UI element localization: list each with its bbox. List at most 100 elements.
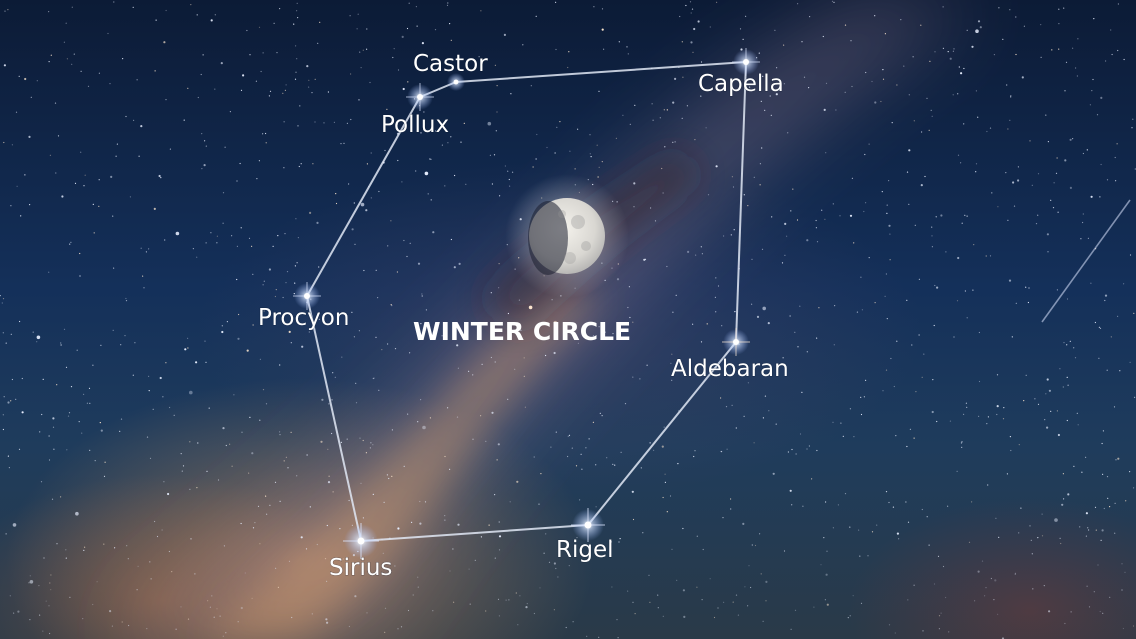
background-star — [48, 271, 50, 273]
background-star — [365, 452, 367, 454]
background-star — [417, 586, 419, 588]
background-star — [393, 48, 395, 50]
background-star — [628, 286, 631, 288]
background-star — [891, 122, 893, 124]
background-star — [400, 626, 403, 628]
background-star — [522, 44, 524, 46]
background-star — [1076, 412, 1078, 414]
background-star — [42, 378, 44, 380]
background-star — [581, 468, 583, 470]
background-star — [844, 24, 847, 26]
background-star — [1035, 223, 1038, 225]
background-star — [1104, 294, 1108, 297]
background-star — [978, 380, 981, 383]
background-star — [258, 26, 261, 28]
background-star — [987, 484, 989, 486]
background-star — [614, 464, 616, 466]
background-star — [833, 344, 835, 346]
background-star — [1057, 433, 1060, 437]
background-star — [295, 218, 297, 220]
background-star — [716, 88, 718, 90]
background-star — [825, 501, 827, 503]
background-star — [140, 125, 143, 128]
background-star — [454, 174, 456, 177]
background-star — [422, 54, 424, 56]
background-star — [743, 415, 745, 417]
background-star — [507, 312, 509, 315]
background-star — [675, 294, 677, 296]
background-star — [942, 47, 945, 50]
background-star — [1005, 172, 1007, 174]
background-star — [381, 349, 383, 351]
background-star — [363, 269, 365, 272]
background-star — [865, 71, 867, 74]
background-star — [366, 612, 368, 614]
background-star — [10, 333, 12, 335]
background-star — [1077, 38, 1079, 40]
background-star — [670, 362, 672, 364]
background-star — [519, 595, 521, 597]
background-star — [1015, 302, 1017, 304]
background-star — [565, 626, 567, 629]
background-star — [65, 22, 67, 24]
background-star — [350, 118, 352, 121]
background-star — [435, 130, 437, 132]
background-star — [1066, 344, 1068, 346]
background-star — [494, 557, 496, 559]
background-star — [109, 610, 112, 613]
background-star — [961, 222, 963, 224]
background-star — [0, 295, 1, 297]
background-star — [654, 220, 657, 222]
background-star — [1056, 157, 1058, 159]
background-star — [990, 577, 993, 580]
background-star — [372, 493, 374, 495]
background-star — [1015, 53, 1017, 56]
background-star — [57, 135, 60, 137]
background-star — [41, 413, 43, 416]
background-star — [629, 123, 631, 125]
background-star — [1017, 166, 1020, 168]
background-star — [1037, 173, 1040, 175]
background-star — [103, 475, 106, 477]
background-star — [430, 158, 432, 160]
background-star — [981, 560, 984, 562]
background-star — [809, 16, 811, 18]
background-star — [463, 122, 465, 124]
background-star — [1087, 527, 1089, 529]
background-star — [765, 600, 767, 602]
background-star — [103, 543, 105, 545]
background-star — [444, 185, 446, 187]
background-star — [786, 235, 788, 237]
background-star — [79, 275, 81, 277]
background-star — [421, 293, 423, 295]
background-star — [132, 6, 134, 8]
background-star — [601, 415, 603, 417]
background-star — [963, 413, 965, 415]
background-star — [748, 565, 750, 567]
background-star — [731, 176, 734, 178]
background-star — [285, 456, 287, 458]
background-star — [847, 617, 849, 619]
background-star — [732, 601, 734, 603]
background-star — [1134, 396, 1136, 398]
star-label-rigel: Rigel — [556, 537, 614, 563]
background-star — [249, 416, 251, 418]
background-star — [1061, 503, 1064, 506]
background-star — [283, 167, 285, 169]
background-star — [702, 548, 704, 551]
background-star — [378, 389, 380, 391]
background-star — [931, 226, 933, 228]
background-star — [216, 608, 218, 610]
background-star — [358, 99, 360, 101]
background-star — [312, 163, 314, 165]
background-star — [860, 602, 863, 605]
background-star — [36, 80, 38, 82]
background-star — [707, 194, 710, 196]
background-star — [10, 205, 12, 207]
background-star — [142, 275, 144, 277]
background-star — [557, 576, 559, 578]
background-star — [239, 162, 241, 165]
background-star — [407, 81, 409, 83]
background-star — [1007, 128, 1009, 130]
